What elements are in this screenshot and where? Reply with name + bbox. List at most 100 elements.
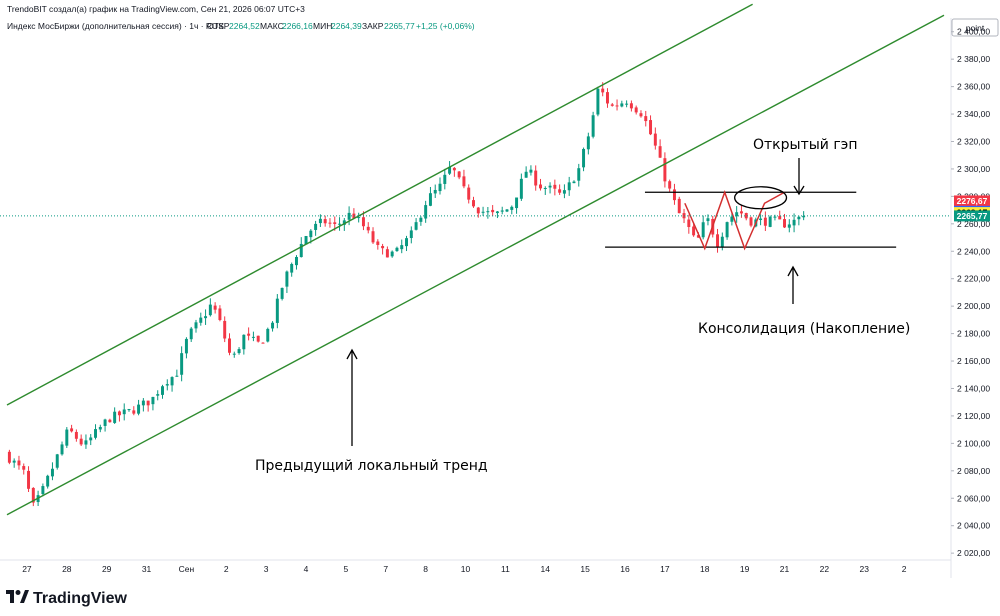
candle-body (175, 375, 179, 377)
candle-body (156, 394, 160, 396)
candle-body (328, 222, 332, 224)
candle-body (357, 217, 361, 219)
price-axis-ticks: 2 020,00 2 040,00 2 060,00 2 080,00 2 100,00… (951, 27, 990, 558)
tradingview-logo[interactable]: TradingView (6, 590, 128, 607)
candle-body (366, 226, 370, 231)
candle-body (749, 217, 753, 226)
candle-body (318, 218, 322, 224)
candle-body (634, 107, 638, 113)
candle-body (89, 437, 93, 441)
candle-body (505, 209, 509, 212)
x-tick-label: 4 (304, 564, 309, 574)
trend-arrow-head (346, 348, 358, 360)
candle-body (199, 317, 203, 323)
x-tick-label: 7 (383, 564, 388, 574)
x-tick-label: 2 (902, 564, 907, 574)
candle-body (553, 184, 557, 189)
candle-body (735, 212, 739, 217)
candle-body (462, 176, 466, 187)
candle-body (213, 305, 217, 310)
candle-body (582, 148, 586, 168)
ohlc-change: +1,25 (+0,06%) (416, 21, 475, 31)
candle-body (529, 169, 533, 173)
candle-body (218, 308, 222, 321)
candle-body (653, 133, 657, 146)
y-tick-label: 2 360,00 (957, 82, 990, 92)
x-tick-label: 2 (224, 564, 229, 574)
candle-body (247, 333, 251, 336)
candle-body (314, 223, 318, 230)
y-tick-label: 2 140,00 (957, 383, 990, 393)
ohlc-high-label: МАКС (260, 21, 284, 31)
channel-upper-line[interactable] (6, 3, 753, 406)
channel-lower-line[interactable] (6, 14, 945, 516)
candle-body (309, 230, 313, 238)
candle-body (12, 460, 16, 463)
candle-body (22, 466, 26, 470)
drawings-layer (6, 3, 945, 516)
candle-body (65, 429, 69, 446)
candle-body (539, 184, 542, 189)
candle-body (577, 168, 581, 181)
price-badge-label: 2265,77 (957, 211, 988, 221)
w-pattern[interactable] (684, 190, 785, 251)
y-tick-label: 2 080,00 (957, 466, 990, 476)
candle-body (108, 419, 112, 423)
candle-body (730, 216, 734, 222)
candle-body (572, 181, 576, 184)
candle-body (55, 454, 59, 468)
candle-body (419, 217, 423, 222)
candle-body (385, 249, 389, 258)
candle-body (457, 171, 461, 178)
ohlc-close-label: ЗАКР (362, 21, 384, 31)
candlestick-series (7, 82, 806, 507)
candle-body (759, 218, 763, 221)
price-badge-label: 2276,67 (957, 196, 988, 206)
candle-body (98, 426, 102, 430)
time-axis-ticks: 27 28 29 31 Сен 2 3 4 5 7 8 10 11 14 15 16 17 18 19 21 22 23 2 (22, 564, 907, 574)
candle-body (428, 193, 432, 206)
symbol-title: Индекс МосБиржи (дополнительная сессия) … (7, 21, 224, 31)
candle-body (122, 409, 126, 415)
candle-body (103, 419, 107, 426)
candle-body (787, 224, 791, 228)
candle-body (204, 316, 208, 319)
gap-arrow-head (793, 185, 805, 196)
candle-body (409, 230, 413, 239)
x-tick-label: 27 (22, 564, 32, 574)
candle-body (548, 185, 552, 188)
y-tick-label: 2 400,00 (957, 27, 990, 37)
candle-body (84, 440, 88, 445)
candle-body (543, 187, 547, 189)
candle-body (400, 245, 404, 250)
candle-body (500, 210, 504, 212)
candle-body (586, 136, 590, 150)
candle-body (620, 103, 624, 107)
x-tick-label: 16 (620, 564, 630, 574)
candle-body (376, 241, 380, 245)
candle-body (701, 222, 705, 238)
ohlc-high: 2266,16 (282, 21, 313, 31)
candle-body (94, 429, 97, 438)
x-tick-label: 22 (820, 564, 830, 574)
gap-circle[interactable] (734, 186, 788, 210)
consolidation-arrow-head (787, 265, 799, 277)
candle-body (615, 105, 619, 107)
x-tick-label: 3 (264, 564, 269, 574)
candle-body (720, 236, 724, 248)
candle-body (562, 190, 566, 194)
candle-body (692, 226, 696, 236)
candle-body (596, 88, 600, 115)
candle-body (228, 338, 231, 353)
x-tick-label: Сен (179, 564, 195, 574)
candle-body (17, 460, 21, 466)
candle-body (663, 158, 667, 182)
candle-body (605, 92, 609, 104)
unit-box[interactable] (951, 18, 999, 37)
x-tick-label: 21 (780, 564, 790, 574)
candle-body (50, 468, 54, 477)
candle-body (639, 113, 643, 117)
candle-body (290, 263, 294, 273)
candle-body (280, 287, 284, 299)
